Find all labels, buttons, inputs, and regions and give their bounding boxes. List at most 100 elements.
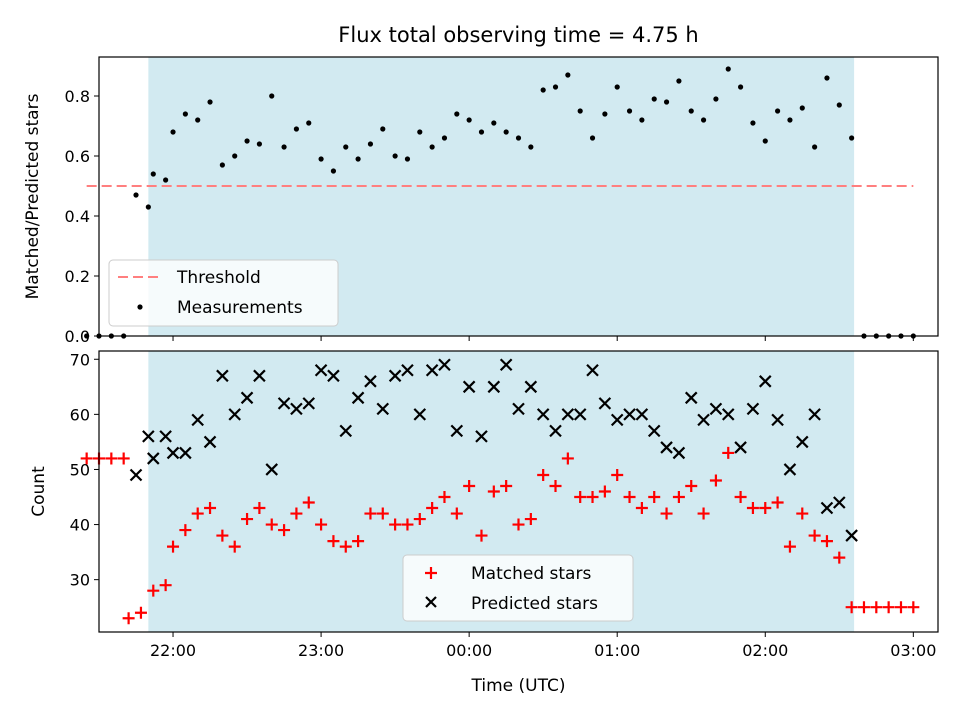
measurement-point-51: [700, 117, 707, 123]
matched-star-point-59: [796, 507, 809, 520]
predicted-star-point-4: [166, 446, 180, 460]
matched-star-point-23: [352, 535, 365, 548]
matched-star-point-26: [389, 518, 402, 531]
matched-star-point-44: [611, 468, 624, 481]
predicted-star-point-51: [746, 402, 760, 416]
measurement-point-42: [589, 135, 596, 141]
measurement-point-28: [417, 129, 423, 135]
matched-star-point-68: [907, 601, 920, 614]
ratio-axes-frame: [98, 56, 939, 337]
measurement-point-34: [491, 120, 497, 126]
predicted-star-point-15: [302, 397, 316, 410]
matched-star-point-37: [524, 513, 537, 526]
measurement-point-53: [725, 66, 731, 72]
measurement-point-23: [355, 156, 361, 162]
measurement-point-33: [478, 129, 485, 135]
matched-star-point-43: [598, 485, 611, 498]
measurement-point-63: [849, 135, 855, 141]
measurement-point-52: [713, 96, 719, 102]
predicted-star-point-25: [425, 364, 439, 377]
ratio-ytick-label-2: 0.4: [65, 207, 90, 226]
matched-star-point-18: [290, 507, 303, 520]
measurement-point-21: [330, 168, 337, 174]
matched-star-point-64: [857, 601, 870, 614]
matched-star-point-7: [159, 579, 172, 592]
predicted-star-point-21: [376, 402, 390, 416]
ratio-y-ticks: 0.0 0.2 0.4 0.6 0.8: [65, 87, 99, 346]
measurement-point-25: [380, 126, 386, 132]
predicted-star-point-53: [771, 413, 784, 427]
measurement-point-55: [750, 120, 756, 126]
predicted-star-point-33: [524, 380, 538, 394]
matched-star-point-52: [709, 474, 722, 487]
measurement-point-24: [367, 141, 374, 147]
predicted-star-point-57: [820, 501, 834, 515]
matched-star-point-17: [278, 524, 291, 537]
matched-star-point-57: [771, 496, 784, 509]
measurement-point-15: [256, 141, 262, 147]
matched-star-point-35: [500, 479, 513, 492]
measurement-point-32: [466, 117, 472, 123]
measurement-point-12: [219, 162, 225, 168]
predicted-star-point-17: [327, 369, 340, 383]
measurement-point-29: [429, 144, 435, 150]
measurement-point-37: [528, 144, 534, 150]
measurement-point-20: [318, 156, 324, 162]
measurement-point-50: [688, 108, 694, 114]
predicted-star-point-52: [758, 375, 772, 388]
measurement-point-39: [552, 84, 559, 90]
count-y-axis-label: Count: [29, 466, 49, 517]
predicted-star-point-41: [623, 408, 636, 421]
matched-star-point-25: [376, 507, 389, 520]
matched-star-point-21: [327, 535, 340, 548]
matched-star-point-19: [302, 496, 315, 509]
ratio-ytick-label-0: 0.0: [65, 327, 90, 346]
predicted-star-point-2: [147, 452, 160, 465]
predicted-star-point-43: [647, 424, 661, 438]
measurement-point-57: [775, 108, 781, 114]
predicted-star-point-34: [536, 408, 550, 421]
matched-star-point-45: [623, 491, 636, 504]
matched-star-point-6: [147, 584, 160, 597]
measurement-point-30: [441, 135, 448, 141]
measurement-point-9: [182, 111, 188, 117]
measurement-point-18: [293, 126, 300, 132]
matched-star-point-2: [105, 452, 118, 465]
matched-star-point-46: [635, 502, 648, 515]
predicted-star-point-42: [635, 408, 649, 421]
matched-star-point-51: [697, 507, 710, 520]
predicted-star-point-56: [808, 408, 821, 421]
matched-star-point-11: [204, 502, 217, 515]
measurement-point-16: [269, 93, 275, 99]
measurement-point-7: [163, 177, 169, 183]
matched-star-point-9: [179, 524, 192, 537]
xtick-label-1: 23:00: [298, 641, 344, 660]
measurement-point-6: [150, 171, 156, 177]
matched-star-point-47: [648, 491, 661, 504]
matched-star-point-4: [122, 612, 135, 625]
matched-star-point-28: [413, 513, 426, 526]
measurement-point-61: [824, 75, 830, 81]
ratio-y-axis-label: Matched/Predicted stars: [23, 93, 43, 299]
measurement-point-11: [207, 99, 213, 105]
predicted-star-point-16: [314, 364, 328, 377]
predicted-star-points: [129, 358, 858, 542]
measurement-point-54: [737, 84, 744, 90]
predicted-star-point-38: [586, 364, 599, 377]
measurement-point-36: [515, 135, 522, 141]
predicted-star-point-36: [561, 408, 575, 421]
xtick-label-5: 03:00: [890, 641, 936, 660]
xtick-label-4: 02:00: [742, 641, 788, 660]
legend-matched-label: Matched stars: [471, 564, 591, 584]
matched-star-point-24: [364, 507, 377, 520]
ratio-legend: Threshold Measurements: [108, 259, 339, 327]
measurement-point-40: [565, 72, 571, 78]
predicted-star-point-47: [697, 413, 710, 427]
ratio-legend-box: [108, 259, 339, 327]
predicted-star-point-35: [549, 424, 562, 438]
predicted-star-point-14: [290, 402, 303, 416]
matched-star-point-61: [820, 535, 833, 548]
matched-star-point-22: [339, 540, 352, 553]
count-ytick-label-1: 40: [70, 516, 90, 535]
chart-title: Flux total observing time = 4.75 h: [338, 23, 698, 47]
